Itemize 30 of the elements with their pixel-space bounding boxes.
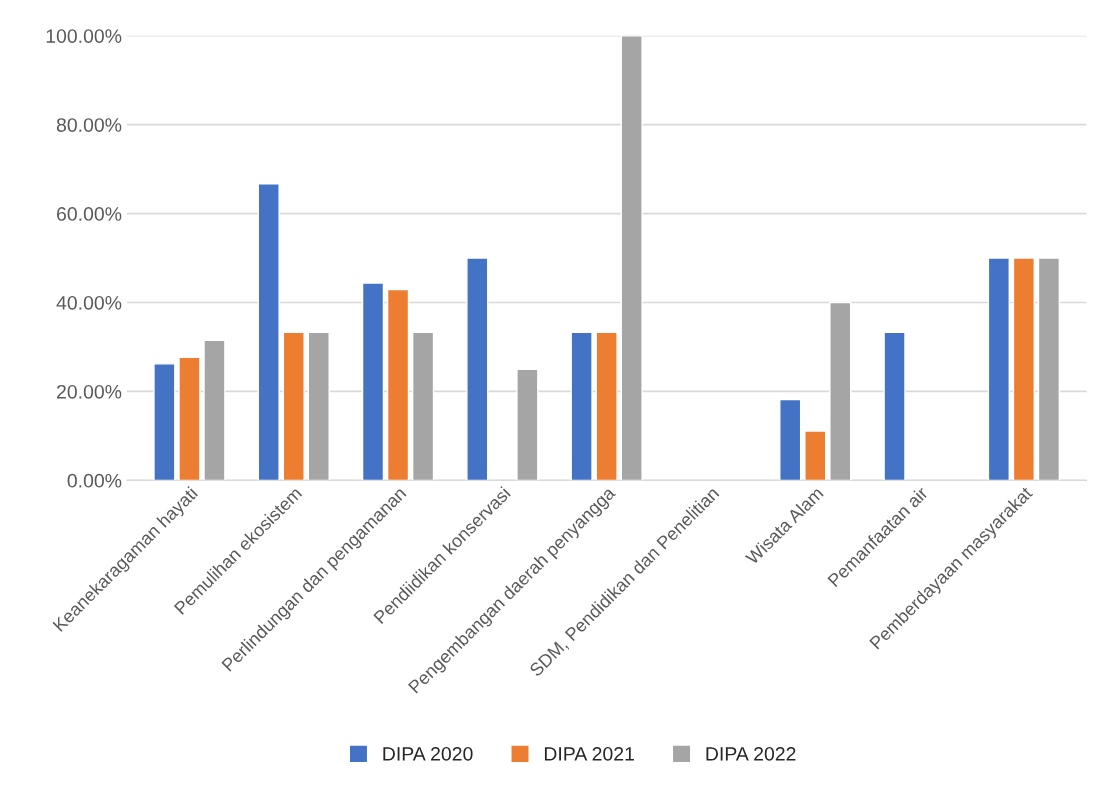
bar: [178, 356, 201, 481]
bar: [153, 363, 176, 481]
y-tick-label: 40.00%: [56, 295, 122, 310]
bar: [987, 257, 1010, 481]
legend-label: DIPA 2021: [544, 746, 634, 761]
bar: [282, 331, 305, 481]
bar: [411, 331, 435, 481]
bar: [361, 282, 385, 481]
y-tick-label: 20.00%: [57, 384, 122, 399]
legend-label: DIPA 2022: [706, 746, 796, 761]
bar: [307, 331, 330, 481]
bar: [829, 301, 852, 481]
bar: [595, 331, 618, 481]
bar: [804, 430, 827, 481]
bar: [516, 368, 539, 481]
bar: [203, 339, 226, 481]
bar: [386, 288, 410, 481]
y-tick-label: 100.00%: [46, 29, 122, 43]
bar: [620, 35, 643, 481]
legend-label: DIPA 2020: [383, 746, 473, 761]
bar: [466, 257, 489, 481]
y-tick-label: 60.00%: [57, 207, 122, 221]
bar: [883, 331, 906, 481]
bar: [570, 331, 593, 481]
bar: [779, 398, 802, 481]
y-tick-label: 80.00%: [56, 118, 122, 132]
bar: [1037, 257, 1061, 481]
bar: [1012, 257, 1035, 481]
bar: [257, 183, 280, 481]
y-tick-label: 0.00%: [67, 473, 122, 488]
